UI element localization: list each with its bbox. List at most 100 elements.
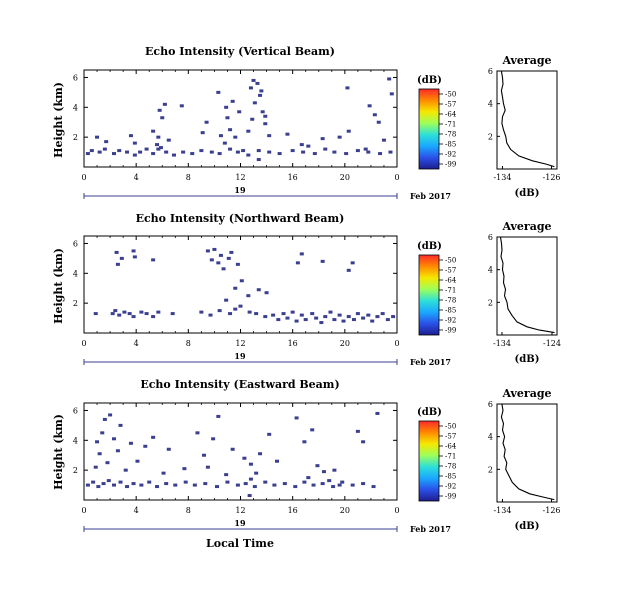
echo-cell	[363, 147, 368, 151]
echo-cell	[320, 482, 325, 486]
average-frame	[496, 70, 558, 170]
echo-cell	[89, 149, 94, 153]
echo-cell	[217, 309, 222, 313]
echo-cell	[346, 268, 351, 272]
x-ticks: 0 4 8 12 16 20 0	[81, 403, 400, 515]
average-profile-line	[500, 403, 555, 501]
echo-cell	[331, 485, 336, 489]
echo-cell	[306, 144, 311, 148]
y-ticks: 6 4 2	[73, 73, 398, 199]
echo-cell	[123, 468, 128, 472]
echo-cell	[155, 143, 160, 147]
echo-cell	[355, 429, 360, 433]
y-tick-label: 4	[73, 103, 78, 112]
echo-cell	[147, 480, 152, 484]
date-label: 19	[234, 518, 246, 528]
y-axis-label: Height (km)	[52, 248, 65, 324]
echo-cell	[299, 313, 304, 317]
echo-cell	[294, 319, 299, 323]
echo-cell	[310, 312, 315, 316]
echo-cell	[350, 483, 355, 487]
echo-cell	[222, 141, 227, 145]
echo-cell	[156, 310, 161, 314]
average-profile: Average -134 -126 6 4 2 (dB)	[488, 387, 561, 532]
echo-cell	[111, 437, 116, 441]
colorbar-tick-label: -78	[445, 297, 456, 305]
date-bar: 19 Feb 2017	[84, 185, 451, 201]
echo-cell	[388, 150, 393, 154]
echo-cell	[114, 250, 119, 254]
average-y-tick-label: 6	[488, 67, 493, 76]
average-frame	[496, 403, 558, 503]
echo-cell	[277, 152, 282, 156]
colorbar-ticks: -50 -57 -64 -71 -78 -85 -92 -99	[439, 423, 457, 501]
x-tick-label: 4	[134, 339, 139, 348]
echo-cells	[85, 77, 394, 162]
month-label: Feb 2017	[410, 357, 451, 367]
echo-cell	[182, 467, 187, 471]
echo-cell	[246, 294, 251, 298]
echo-cell	[117, 313, 122, 317]
echo-cell	[301, 150, 306, 154]
echo-cell	[131, 482, 136, 486]
average-profile-line	[500, 70, 555, 168]
echo-cell	[128, 134, 133, 138]
echo-cell	[361, 482, 366, 486]
colorbar-tick-label: -92	[445, 483, 456, 491]
echo-cell	[282, 482, 287, 486]
echo-cell	[230, 99, 235, 103]
echo-cell	[208, 313, 213, 317]
echo-cell	[355, 312, 360, 316]
average-line	[500, 70, 555, 168]
colorbar-ticks: -50 -57 -64 -71 -78 -85 -92 -99	[439, 257, 457, 335]
panel-northward-beam: Echo Intensity (Northward Beam) Height (…	[52, 212, 561, 367]
echo-cell	[209, 150, 214, 154]
echo-cell	[293, 485, 298, 489]
x-tick-label: 8	[186, 173, 191, 182]
average-x-tick-label: -126	[543, 506, 561, 515]
average-line	[499, 236, 555, 334]
x-ticks: 0 4 8 12 16 20 0	[81, 236, 400, 348]
echo-cell	[267, 150, 272, 154]
echo-cell	[204, 120, 209, 124]
echo-cell	[164, 482, 169, 486]
echo-cell	[315, 464, 320, 468]
echo-cell	[376, 120, 381, 124]
echo-cell	[218, 253, 223, 257]
plot-frame	[83, 402, 398, 501]
average-x-tick-label: -134	[493, 339, 511, 348]
echo-cell	[106, 479, 111, 483]
echo-cell	[200, 131, 205, 135]
echo-cell	[203, 482, 208, 486]
x-ticks: 0 4 8 12 16 20 0	[81, 70, 400, 182]
average-profile-line	[499, 236, 555, 334]
y-tick-label: 6	[73, 73, 78, 82]
colorbar-tick-label: -99	[445, 493, 456, 501]
colorbar-tick-label: -57	[445, 101, 456, 109]
average-x-tick-label: -134	[493, 173, 511, 182]
echo-cell	[271, 313, 276, 317]
y-tick-label: 4	[73, 436, 78, 445]
colorbar-gradient	[418, 88, 440, 170]
echo-cell	[224, 105, 229, 109]
echo-cell	[144, 147, 149, 151]
echo-cell	[105, 461, 110, 465]
echo-cell	[95, 440, 100, 444]
echo-cell	[139, 483, 144, 487]
echo-cell	[183, 480, 188, 484]
echo-cell	[113, 309, 118, 313]
y-tick-label: 4	[73, 269, 78, 278]
echo-cell	[341, 319, 346, 323]
month-label: Feb 2017	[410, 191, 451, 201]
plot-frame	[83, 235, 398, 334]
average-y-tick-label: 2	[488, 298, 493, 307]
colorbar-unit: (dB)	[417, 241, 442, 252]
x-tick-label: 4	[134, 173, 139, 182]
average-y-ticks: 6 4 2	[488, 233, 500, 307]
echo-cell	[157, 108, 162, 112]
x-tick-label: 8	[186, 339, 191, 348]
colorbar-tick-label: -57	[445, 267, 456, 275]
echo-cell	[228, 128, 233, 132]
echo-cell	[294, 416, 299, 420]
x-tick-label: 4	[134, 506, 139, 515]
